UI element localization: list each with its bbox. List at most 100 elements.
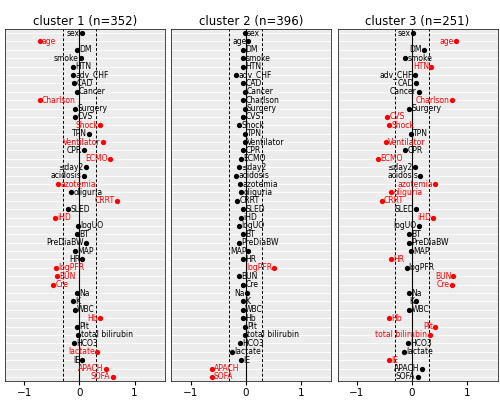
Text: acidosis: acidosis: [238, 171, 269, 180]
Text: Na: Na: [79, 288, 90, 297]
Text: azotemia: azotemia: [60, 180, 96, 189]
Text: ≤day2: ≤day2: [388, 163, 412, 172]
Text: K: K: [75, 297, 80, 306]
Text: CPR: CPR: [66, 146, 82, 155]
Text: CAD: CAD: [76, 79, 92, 88]
Text: Charlson: Charlson: [42, 96, 76, 105]
Text: sex: sex: [67, 28, 80, 37]
Text: ≤day2: ≤day2: [58, 163, 84, 172]
Text: HTN: HTN: [245, 62, 262, 71]
Text: Surgery: Surgery: [77, 104, 107, 113]
Text: WBC: WBC: [77, 305, 95, 314]
Text: SLED: SLED: [245, 205, 265, 214]
Text: APACH: APACH: [394, 364, 420, 373]
Text: age: age: [232, 37, 246, 46]
Text: age: age: [42, 37, 56, 46]
Text: iHD: iHD: [417, 213, 431, 222]
Text: acidosis: acidosis: [51, 171, 82, 180]
Title: cluster 2 (n=396): cluster 2 (n=396): [199, 15, 304, 28]
Text: oliguria: oliguria: [394, 188, 422, 197]
Text: K: K: [409, 297, 414, 306]
Text: ECMO: ECMO: [85, 154, 108, 163]
Text: IE: IE: [73, 356, 80, 365]
Text: Hb: Hb: [391, 314, 402, 323]
Text: HR: HR: [245, 255, 256, 264]
Text: HCO3: HCO3: [242, 339, 264, 348]
Text: ECMO: ECMO: [380, 154, 402, 163]
Text: smoke: smoke: [54, 54, 78, 63]
Text: logUO: logUO: [80, 221, 104, 230]
Text: lactate: lactate: [406, 347, 432, 356]
Text: WBC: WBC: [412, 305, 429, 314]
Text: smoke: smoke: [245, 54, 270, 63]
Text: MAP: MAP: [77, 247, 94, 255]
Text: Shock: Shock: [391, 121, 414, 130]
Text: iHD: iHD: [244, 213, 258, 222]
Text: Plt: Plt: [247, 322, 257, 331]
Text: PreDiaBW: PreDiaBW: [412, 238, 449, 247]
Text: oliguria: oliguria: [74, 188, 102, 197]
Text: PreDiaBW: PreDiaBW: [242, 238, 279, 247]
Text: sex: sex: [398, 28, 411, 37]
Text: APACH: APACH: [78, 364, 104, 373]
Text: SOFA: SOFA: [214, 372, 234, 382]
Text: azotemia: azotemia: [242, 180, 278, 189]
Text: total bilirubin: total bilirubin: [80, 330, 132, 339]
Text: MAP: MAP: [230, 247, 246, 255]
Text: SOFA: SOFA: [91, 372, 110, 382]
Text: CVS: CVS: [245, 112, 260, 122]
Text: HTN: HTN: [413, 62, 429, 71]
Text: lactate: lactate: [68, 347, 95, 356]
Text: Ventilator: Ventilator: [247, 138, 284, 147]
Text: ECMO: ECMO: [244, 154, 266, 163]
Text: CPR: CPR: [408, 146, 423, 155]
Text: HCO3: HCO3: [76, 339, 98, 348]
Text: adv_CHF: adv_CHF: [238, 70, 272, 80]
Text: BUN: BUN: [435, 272, 451, 281]
Text: Hb: Hb: [88, 314, 98, 323]
Text: Cancer: Cancer: [390, 87, 416, 96]
Text: CPR: CPR: [245, 146, 260, 155]
Text: BT: BT: [412, 230, 421, 239]
Text: oliguria: oliguria: [244, 188, 272, 197]
Text: DM: DM: [410, 45, 422, 54]
Text: CAD: CAD: [245, 79, 262, 88]
Text: BUN: BUN: [242, 272, 258, 281]
Text: Surgery: Surgery: [247, 104, 277, 113]
Text: Shock: Shock: [242, 121, 264, 130]
Text: DM: DM: [79, 45, 92, 54]
Text: CAD: CAD: [398, 79, 414, 88]
Text: acidosis: acidosis: [387, 171, 418, 180]
Text: TPN: TPN: [247, 129, 262, 138]
Text: SLED: SLED: [394, 205, 414, 214]
Text: Plt: Plt: [423, 322, 433, 331]
Text: Shock: Shock: [76, 121, 98, 130]
Text: DM: DM: [245, 45, 258, 54]
Text: Cancer: Cancer: [79, 87, 106, 96]
Text: Hb: Hb: [245, 314, 256, 323]
Text: logPFR: logPFR: [246, 263, 272, 272]
Text: SOFA: SOFA: [396, 372, 415, 382]
Text: lactate: lactate: [234, 347, 261, 356]
Text: Ventilator: Ventilator: [388, 138, 426, 147]
Text: HR: HR: [69, 255, 80, 264]
Text: logUO: logUO: [242, 221, 264, 230]
Text: total bilirubin: total bilirubin: [376, 330, 428, 339]
Text: Charlson: Charlson: [416, 96, 450, 105]
Text: smoke: smoke: [408, 54, 432, 63]
Text: iHD: iHD: [57, 213, 70, 222]
Text: CRRT: CRRT: [384, 196, 404, 205]
Text: Na: Na: [234, 288, 244, 297]
Text: azotemia: azotemia: [398, 180, 433, 189]
Text: BT: BT: [245, 230, 255, 239]
Text: ≤day2: ≤day2: [242, 163, 266, 172]
Text: Ventilator: Ventilator: [63, 138, 100, 147]
Text: CVS: CVS: [390, 112, 404, 122]
Text: Plt: Plt: [79, 322, 89, 331]
Text: Surgery: Surgery: [412, 104, 442, 113]
Text: SLED: SLED: [70, 205, 90, 214]
Text: MAP: MAP: [413, 247, 430, 255]
Text: HR: HR: [394, 255, 404, 264]
Text: logPFR: logPFR: [58, 263, 84, 272]
Title: cluster 1 (n=352): cluster 1 (n=352): [33, 15, 137, 28]
